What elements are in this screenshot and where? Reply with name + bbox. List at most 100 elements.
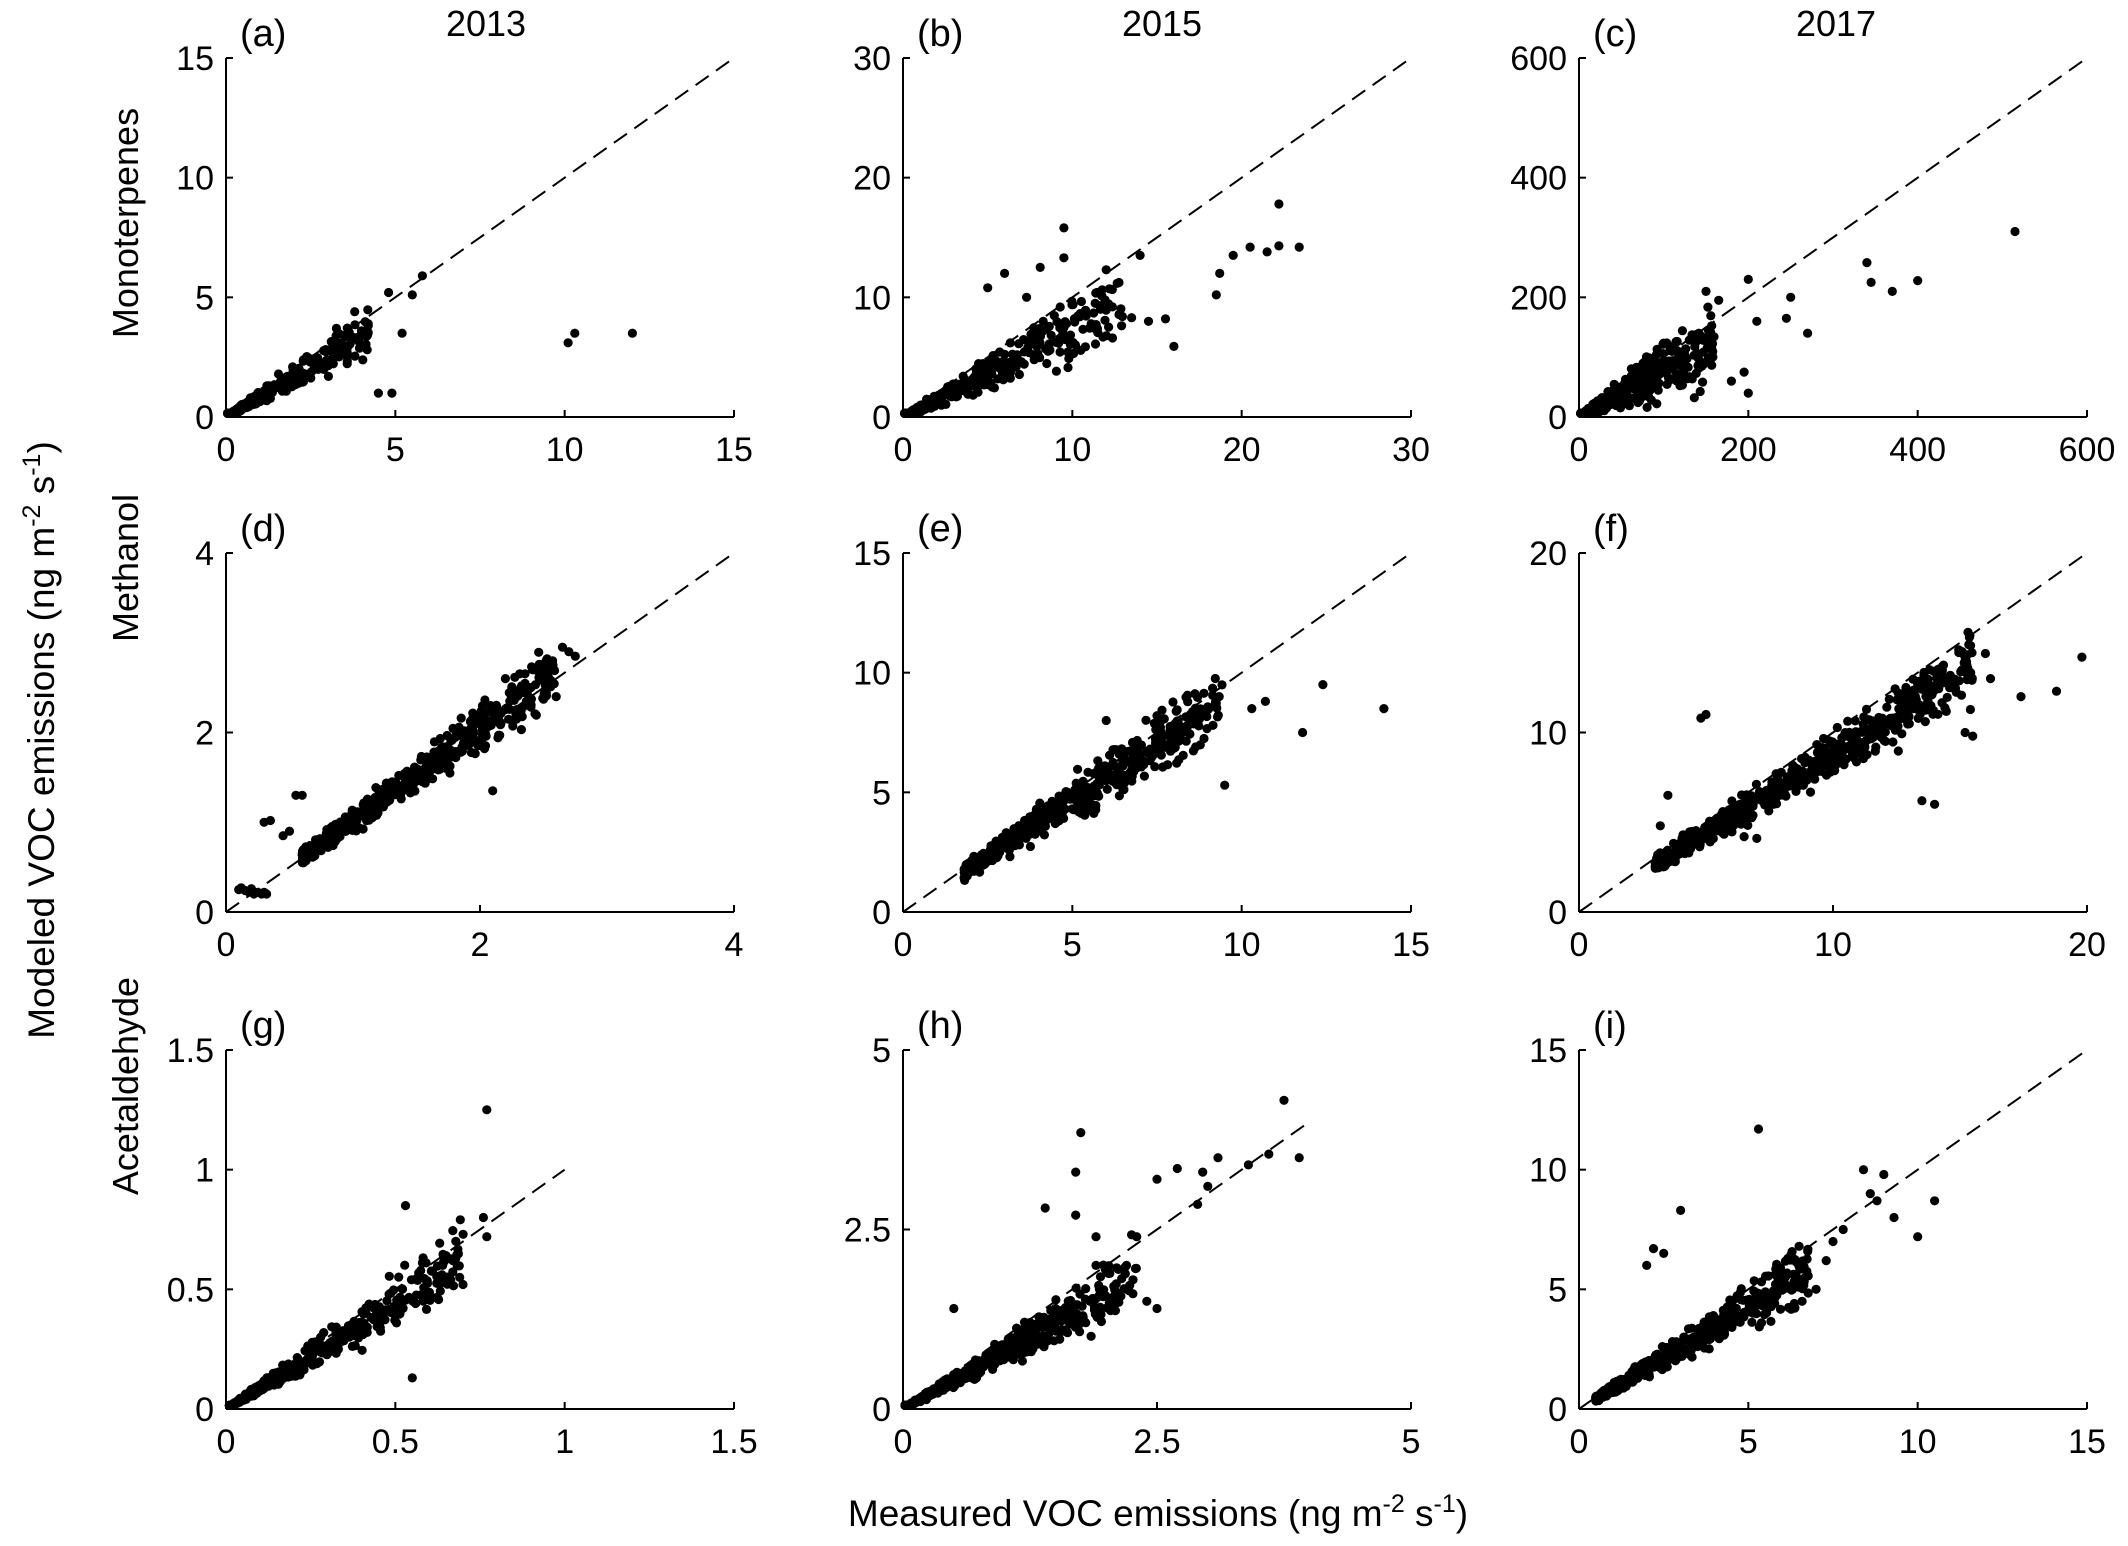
data-point bbox=[1888, 737, 1898, 747]
y-tick-label: 0 bbox=[195, 894, 214, 932]
data-point bbox=[1727, 796, 1737, 806]
data-point bbox=[1914, 700, 1924, 710]
data-point bbox=[1920, 717, 1930, 727]
panel-label: (d) bbox=[240, 508, 286, 550]
data-point bbox=[983, 283, 993, 293]
y-tick-label: 10 bbox=[1529, 1152, 1567, 1190]
data-point bbox=[1668, 848, 1678, 858]
data-point bbox=[1003, 1352, 1013, 1362]
data-point bbox=[453, 1249, 463, 1259]
data-point bbox=[1719, 829, 1729, 839]
data-point bbox=[424, 773, 434, 783]
data-point bbox=[1657, 361, 1667, 371]
data-point bbox=[1849, 753, 1859, 763]
data-point bbox=[1063, 1305, 1073, 1315]
data-point bbox=[1143, 316, 1154, 326]
data-point bbox=[1752, 316, 1762, 326]
y-tick-label: 20 bbox=[853, 160, 891, 198]
data-point bbox=[1594, 402, 1604, 413]
data-point bbox=[1026, 1330, 1036, 1340]
data-point bbox=[1695, 386, 1705, 397]
data-point bbox=[1152, 711, 1162, 721]
data-point bbox=[1172, 1163, 1182, 1174]
data-point bbox=[1198, 1167, 1208, 1177]
y-tick-label: 0 bbox=[195, 1391, 214, 1429]
data-point bbox=[1247, 704, 1257, 714]
data-point bbox=[500, 674, 510, 684]
data-point bbox=[972, 383, 982, 393]
data-point bbox=[271, 1376, 282, 1386]
data-point bbox=[1019, 1346, 1029, 1356]
data-point bbox=[1639, 373, 1649, 384]
data-point bbox=[455, 1272, 465, 1282]
data-point bbox=[233, 407, 243, 417]
data-point bbox=[327, 1343, 337, 1353]
data-point bbox=[1706, 311, 1716, 321]
data-point bbox=[331, 1327, 341, 1337]
data-point bbox=[358, 355, 368, 365]
x-tick-label: 10 bbox=[1053, 431, 1091, 469]
data-point bbox=[1106, 1306, 1116, 1316]
data-point bbox=[1070, 340, 1081, 350]
data-point bbox=[384, 1271, 394, 1281]
data-point bbox=[1788, 760, 1798, 770]
data-point bbox=[1150, 762, 1160, 772]
data-point bbox=[1616, 383, 1627, 393]
data-point bbox=[1053, 814, 1063, 824]
data-point bbox=[900, 1400, 911, 1410]
data-point bbox=[1690, 330, 1701, 340]
data-point bbox=[1228, 250, 1238, 260]
data-point bbox=[1132, 1232, 1142, 1242]
data-point bbox=[1682, 354, 1692, 364]
data-point bbox=[297, 790, 307, 800]
data-point bbox=[1142, 1296, 1152, 1306]
data-point bbox=[407, 1373, 417, 1383]
data-point bbox=[1103, 299, 1114, 309]
data-point bbox=[1744, 812, 1754, 822]
data-point bbox=[1843, 716, 1853, 726]
data-point bbox=[1260, 696, 1270, 707]
data-point bbox=[1837, 748, 1847, 758]
data-point bbox=[986, 380, 996, 390]
data-point bbox=[1032, 825, 1042, 835]
x-tick-label: 10 bbox=[1899, 1423, 1937, 1461]
data-point bbox=[1120, 1269, 1130, 1279]
data-point bbox=[488, 786, 498, 796]
data-point bbox=[375, 1323, 385, 1333]
data-point bbox=[1175, 721, 1185, 731]
data-point bbox=[1164, 731, 1174, 741]
data-point bbox=[1024, 347, 1034, 358]
data-point bbox=[1095, 1272, 1106, 1282]
y-tick-label: 10 bbox=[1529, 715, 1567, 753]
data-point bbox=[370, 1314, 380, 1324]
data-point bbox=[1067, 300, 1077, 310]
data-point bbox=[1786, 292, 1796, 302]
data-point bbox=[511, 714, 522, 724]
data-point bbox=[1169, 341, 1179, 351]
data-point bbox=[949, 1303, 959, 1314]
y-tick-label: 0 bbox=[1548, 894, 1567, 932]
data-point bbox=[278, 1367, 288, 1377]
data-point bbox=[1022, 292, 1032, 302]
data-point bbox=[1100, 315, 1110, 325]
y-tick-label: 200 bbox=[1510, 279, 1567, 317]
y-tick-label: 15 bbox=[176, 40, 214, 78]
data-point bbox=[291, 790, 301, 800]
data-point bbox=[1098, 1292, 1108, 1302]
data-point bbox=[531, 710, 541, 720]
data-point bbox=[1217, 680, 1227, 690]
data-point bbox=[1245, 242, 1255, 252]
data-point bbox=[394, 770, 404, 781]
data-point bbox=[1021, 824, 1031, 834]
data-point bbox=[998, 367, 1008, 377]
data-point bbox=[2077, 652, 2087, 662]
data-point bbox=[400, 1201, 411, 1211]
data-point bbox=[1101, 265, 1111, 275]
panel-label: (g) bbox=[240, 1005, 286, 1047]
data-point bbox=[1072, 794, 1082, 804]
data-point bbox=[378, 789, 388, 799]
data-point bbox=[1928, 709, 1938, 719]
y-tick-label: 30 bbox=[853, 40, 891, 78]
data-point bbox=[1097, 774, 1107, 784]
data-point bbox=[1933, 664, 1943, 675]
